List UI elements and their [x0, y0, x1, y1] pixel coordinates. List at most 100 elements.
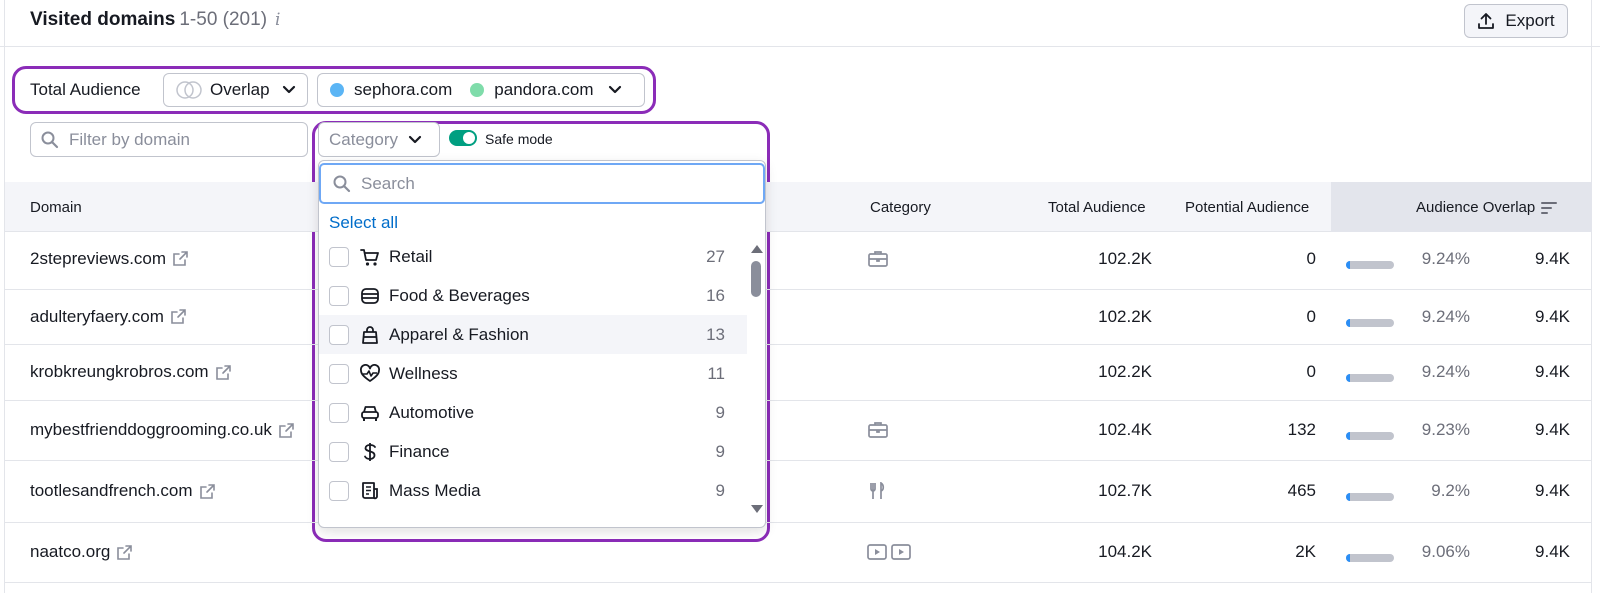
highlight-category-dropdown: [312, 121, 770, 542]
scroll-down-arrow[interactable]: [751, 505, 763, 513]
category-option[interactable]: Automotive 9: [319, 393, 747, 432]
table-row: [5, 290, 1592, 345]
audience-overlap-cell: 9.4K: [1535, 481, 1570, 500]
select-all-link[interactable]: Select all: [329, 213, 398, 232]
result-range: 1-50 (201): [179, 9, 268, 30]
external-link-icon[interactable]: [116, 544, 133, 561]
option-label: Automotive: [389, 402, 475, 422]
column-header-audience-overlap[interactable]: Audience Overlap: [1416, 199, 1558, 216]
option-count: 13: [706, 324, 725, 344]
audience-overlap-cell: 9.4K: [1535, 306, 1570, 326]
table-header: [5, 182, 1592, 232]
search-icon: [333, 175, 351, 192]
domain-cell[interactable]: mybestfrienddoggrooming.co.uk: [30, 420, 295, 440]
domain-name[interactable]: 2stepreviews.com: [30, 248, 167, 268]
external-link-icon[interactable]: [215, 364, 232, 381]
external-link-icon[interactable]: [199, 483, 216, 500]
option-checkbox[interactable]: [329, 480, 349, 501]
option-count: 9: [715, 480, 725, 500]
option-count: 27: [706, 246, 725, 266]
potential-audience-cell: 132: [1287, 420, 1316, 439]
filter-by-domain-input[interactable]: [69, 129, 289, 150]
domain-name[interactable]: naatco.org: [30, 542, 111, 561]
domains-dropdown[interactable]: sephora.com pandora.com: [317, 73, 645, 107]
category-option[interactable]: Wellness 11: [319, 354, 747, 393]
highlight-audience-filters: [12, 66, 656, 114]
overlap-bar: [1346, 318, 1394, 327]
column-header-total-audience[interactable]: Total Audience: [1048, 199, 1146, 216]
domain-cell[interactable]: tootlesandfrench.com: [30, 481, 216, 501]
domain-name[interactable]: mybestfrienddoggrooming.co.uk: [30, 420, 272, 439]
category-option[interactable]: Finance 9: [319, 432, 747, 471]
domain-name[interactable]: tootlesandfrench.com: [30, 481, 193, 500]
safe-mode-toggle[interactable]: [449, 130, 477, 146]
domain2-label: pandora.com: [494, 80, 594, 99]
overlap-percent-cell: 9.24%: [1421, 306, 1470, 326]
info-icon[interactable]: i: [275, 10, 281, 30]
news-icon: [359, 480, 381, 502]
category-search-field[interactable]: [319, 163, 765, 204]
domain-name[interactable]: krobkreungkrobros.com: [30, 362, 209, 381]
option-count: 16: [706, 285, 725, 305]
total-audience-cell: 102.7K: [1098, 481, 1152, 500]
overlap-dropdown[interactable]: Overlap: [163, 73, 308, 107]
category-option[interactable]: Retail 27: [319, 237, 747, 276]
export-label: Export: [1505, 11, 1555, 30]
overlap-bar-fill: [1346, 318, 1351, 327]
option-checkbox[interactable]: [329, 246, 349, 267]
category-label: Category: [329, 129, 398, 149]
audience-overlap-cell: 9.4K: [1535, 362, 1570, 381]
total-audience-cell: 102.4K: [1098, 420, 1152, 439]
category-option[interactable]: Apparel & Fashion 13: [319, 315, 747, 354]
overlap-bar-fill: [1346, 554, 1351, 562]
external-link-icon[interactable]: [170, 308, 187, 325]
domain-name[interactable]: adulteryfaery.com: [30, 306, 164, 326]
column-header-domain[interactable]: Domain: [30, 199, 82, 216]
overlap-label: Overlap: [210, 80, 270, 99]
briefcase-icon: [867, 250, 889, 273]
overlap-bar: [1346, 432, 1394, 440]
overlap-percent-cell: 9.23%: [1421, 420, 1470, 439]
column-header-potential-audience[interactable]: Potential Audience: [1185, 199, 1310, 216]
column-header-category[interactable]: Category: [870, 199, 931, 216]
option-label: Mass Media: [389, 480, 481, 500]
audience-overlap-label: Audience Overlap: [1416, 199, 1536, 216]
export-button[interactable]: Export: [1464, 4, 1568, 38]
domain-cell[interactable]: naatco.org: [30, 542, 133, 562]
sort-icon: [1541, 201, 1558, 214]
table-row: [5, 523, 1592, 583]
option-checkbox[interactable]: [329, 441, 349, 462]
domain-cell[interactable]: krobkreungkrobros.com: [30, 362, 232, 382]
category-dropdown[interactable]: Category: [318, 122, 440, 157]
filter-by-domain-field[interactable]: [30, 122, 308, 157]
table-row: [5, 345, 1592, 401]
potential-audience-cell: 2K: [1295, 542, 1316, 561]
category-option[interactable]: Mass Media 9: [319, 471, 747, 510]
briefcase-icon: [867, 421, 889, 444]
domain2-dot: [470, 83, 485, 97]
potential-audience-cell: 0: [1306, 306, 1316, 326]
option-label: Wellness: [389, 363, 458, 383]
option-checkbox[interactable]: [329, 324, 349, 345]
burger-icon: [359, 285, 381, 307]
dropdown-scrollbar[interactable]: [749, 245, 763, 513]
category-search-input[interactable]: [361, 173, 581, 194]
external-link-icon[interactable]: [278, 422, 295, 439]
heartbeat-icon: [359, 363, 381, 385]
scroll-up-arrow[interactable]: [751, 245, 763, 253]
total-audience-cell: 102.2K: [1098, 362, 1152, 381]
option-checkbox[interactable]: [329, 363, 349, 384]
domain-cell[interactable]: 2stepreviews.com: [30, 249, 189, 269]
overlap-bar: [1346, 374, 1394, 382]
search-icon: [41, 131, 59, 148]
domain-cell[interactable]: adulteryfaery.com: [30, 307, 187, 327]
chevron-down-icon: [408, 135, 422, 143]
scroll-thumb[interactable]: [751, 261, 761, 297]
domain1-dot: [330, 83, 344, 97]
car-icon: [359, 402, 381, 424]
option-checkbox[interactable]: [329, 285, 349, 306]
option-checkbox[interactable]: [329, 402, 349, 423]
category-option[interactable]: Food & Beverages 16: [319, 276, 747, 315]
overlap-percent-cell: 9.2%: [1431, 481, 1470, 500]
external-link-icon[interactable]: [172, 250, 189, 267]
